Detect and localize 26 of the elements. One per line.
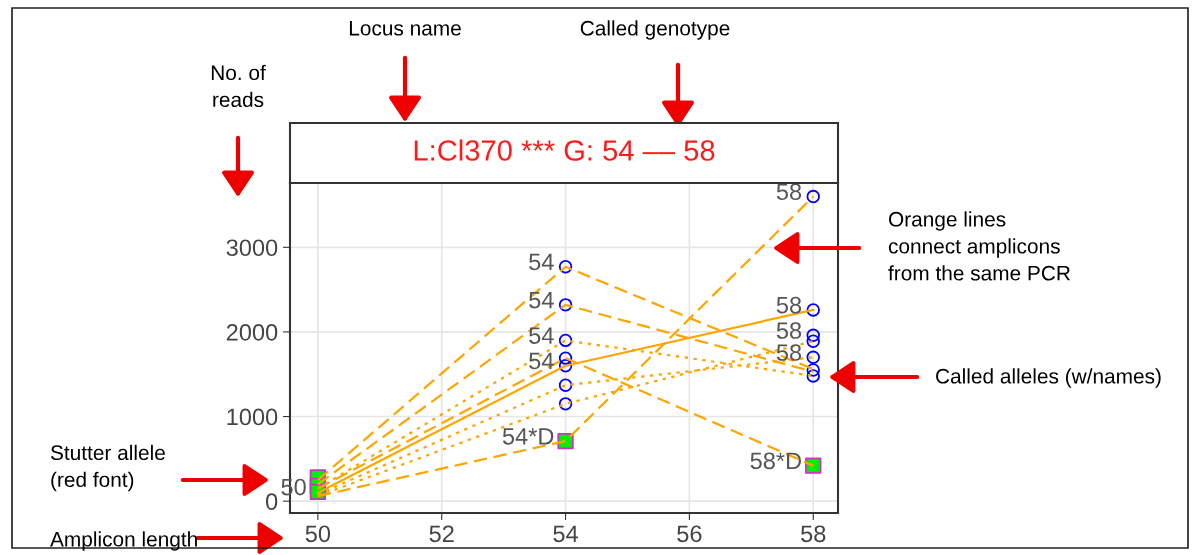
- y-tick-label: 3000: [226, 239, 278, 257]
- x-tick-label: 54: [553, 525, 578, 543]
- annotation: 54: [529, 352, 554, 370]
- text: Called alleles (w/names): [936, 368, 1161, 388]
- text: Orange lines connect amplicons from the same PCR: [888, 211, 1070, 281]
- x-tick-label: 58: [801, 525, 826, 543]
- annotation: 58: [776, 322, 802, 339]
- annotation: 58: [776, 296, 802, 314]
- y-tick-label: 2000: [226, 323, 278, 341]
- y-tick-label: 0: [265, 493, 278, 510]
- annotation: 58: [776, 344, 802, 361]
- annotation: 54: [529, 291, 554, 309]
- x-tick-label: 52: [429, 525, 454, 543]
- annotation: 54: [529, 327, 554, 344]
- text: No. of reads: [211, 64, 266, 108]
- y-tick-label: 1000: [227, 408, 278, 426]
- text: Stutter allele (red font): [50, 444, 165, 492]
- text: Locus name: [349, 21, 461, 36]
- annotation: 54*D: [502, 428, 554, 445]
- annotation: 58*D: [750, 452, 801, 470]
- text: Called genotype: [580, 20, 730, 40]
- x-tick-label: 50: [305, 525, 331, 543]
- text: Amplicon length: [50, 531, 197, 551]
- chart-title: L:Cl370 *** G: 54 –– 58: [414, 139, 715, 161]
- annotation: 54: [529, 253, 554, 271]
- x-tick-label: 56: [677, 525, 702, 543]
